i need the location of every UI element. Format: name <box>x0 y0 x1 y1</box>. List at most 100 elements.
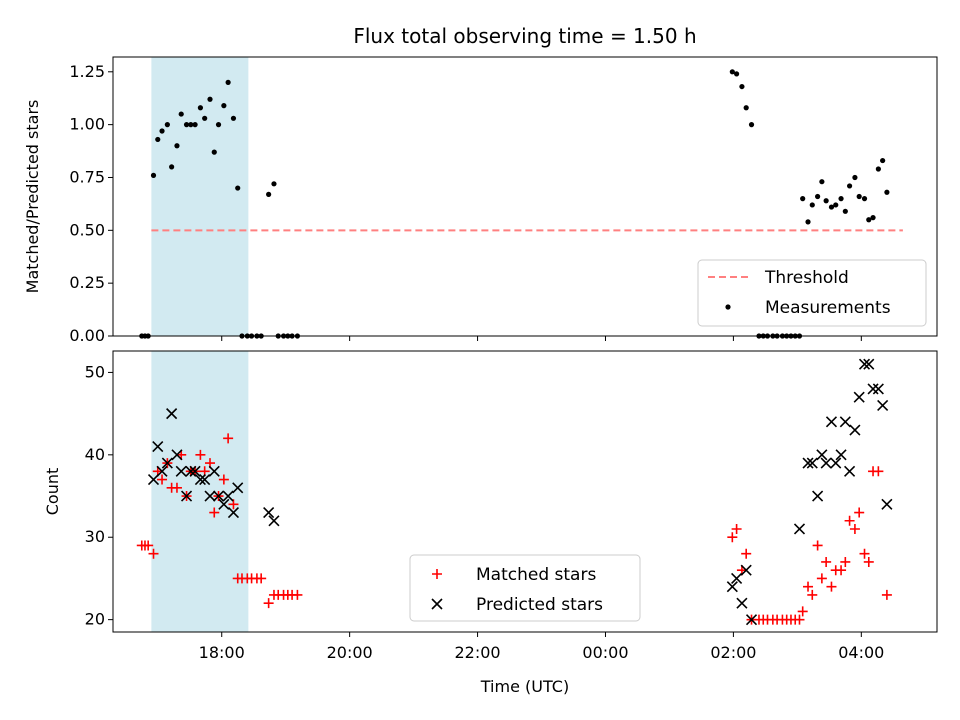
measurement-point <box>875 166 881 172</box>
predicted-star-point <box>844 465 856 477</box>
measurement-point <box>197 105 204 111</box>
matched-star-point <box>292 589 303 600</box>
matched-star-point <box>731 523 742 534</box>
matched-star-point <box>797 606 808 617</box>
predicted-star-point <box>204 490 216 502</box>
matched-star-point <box>859 548 870 559</box>
predicted-star-point <box>185 465 197 477</box>
measurement-point <box>211 149 217 155</box>
predicted-star-point <box>212 490 225 502</box>
predicted-star-point <box>830 457 842 469</box>
measurement-point <box>266 191 272 197</box>
y-tick-label: 20 <box>85 610 105 629</box>
predicted-star-point <box>147 473 160 486</box>
legend: Threshold Measurements <box>697 259 927 327</box>
matched-star-point <box>854 507 865 518</box>
matched-star-point <box>741 548 752 559</box>
measurement-point <box>183 122 190 128</box>
matched-star-point <box>171 482 182 493</box>
matched-star-point <box>263 598 274 609</box>
predicted-star-point <box>793 523 806 535</box>
legend-box <box>409 554 641 622</box>
matched-star-point <box>727 532 738 543</box>
matched-star-point <box>826 581 837 592</box>
predicted-star-point <box>806 457 818 469</box>
legend-predicted-label: Predicted stars <box>476 595 603 615</box>
measurement-point <box>748 122 755 128</box>
matched-star-point <box>209 507 220 518</box>
measurement-point <box>155 136 161 143</box>
measurement-point <box>215 122 222 128</box>
y-tick-label: 50 <box>85 362 105 381</box>
matched-star-point <box>881 589 892 600</box>
measurement-point <box>733 71 740 77</box>
y-tick-label: 0.50 <box>69 220 105 239</box>
legend-measurement-label: Measurements <box>765 298 891 318</box>
predicted-star-point <box>218 498 230 510</box>
axes-frame <box>112 56 938 337</box>
matched-star-point <box>840 556 851 567</box>
predicted-star-point <box>232 482 244 494</box>
predicted-star-point <box>263 506 275 519</box>
measurement-point <box>861 196 868 202</box>
predicted-star-point <box>853 391 865 403</box>
measurement-point <box>202 115 208 121</box>
measurement-point <box>823 198 829 204</box>
predicted-star-point <box>825 416 838 428</box>
matched-star-point <box>148 548 159 559</box>
measurement-point <box>739 83 745 90</box>
y-tick-label: 1.25 <box>69 62 105 81</box>
legend-threshold-label: Threshold <box>764 268 849 288</box>
measurement-point <box>805 219 811 225</box>
measurement-point <box>743 105 749 111</box>
matched-star-point <box>143 540 154 551</box>
predicted-star-point <box>227 506 240 519</box>
predicted-star-point <box>820 457 832 469</box>
predicted-star-point <box>736 597 748 609</box>
matched-star-point <box>816 573 827 584</box>
predicted-star-point <box>222 490 234 502</box>
matched-star-point <box>803 581 814 592</box>
matched-star-point <box>812 540 823 551</box>
measurement-point <box>842 208 848 214</box>
predicted-star-point <box>194 473 206 486</box>
matched-star-point <box>863 556 874 567</box>
measurement-point <box>230 115 237 121</box>
measurement-point <box>800 196 806 202</box>
y-axis-label: Matched/Predicted stars <box>23 100 42 294</box>
predicted-star-point <box>166 408 178 420</box>
y-tick-label: 0.25 <box>69 273 105 292</box>
measurement-point <box>225 79 231 85</box>
legend-predicted-swatch <box>431 598 443 610</box>
matched-star-point <box>794 614 805 625</box>
measurement-point <box>819 179 825 185</box>
y-tick-label: 0.75 <box>69 167 105 186</box>
predicted-star-point <box>175 465 187 477</box>
matched-star-point <box>873 466 884 477</box>
legend-box <box>697 259 927 327</box>
matched-star-point <box>218 474 229 485</box>
predicted-star-point <box>816 449 828 461</box>
matched-star-point <box>256 573 267 584</box>
measurement-point <box>856 193 862 200</box>
x-tick-label: 02:00 <box>710 643 756 662</box>
predicted-star-point <box>199 473 211 486</box>
axes-frame <box>112 350 938 633</box>
measurement-point <box>880 157 886 164</box>
predicted-star-point <box>881 498 893 510</box>
matched-star-point <box>228 499 239 510</box>
measurement-point <box>852 174 858 181</box>
y-tick-label: 40 <box>85 445 105 464</box>
measurement-point <box>866 217 872 223</box>
predicted-star-point <box>152 441 164 453</box>
bottom-panel: 20 30 40 50 18:00 20:00 22:00 00:00 02:00 04:00 Co… <box>43 350 938 696</box>
predicted-star-point <box>268 515 280 527</box>
measurement-point <box>169 164 175 170</box>
predicted-star-point <box>740 564 752 576</box>
y-tick-label: 0.00 <box>69 326 105 345</box>
predicted-star-point <box>835 449 847 461</box>
measurement-point <box>838 196 844 202</box>
y-tick-label: 30 <box>85 527 105 546</box>
matched-star-point <box>195 449 206 460</box>
predicted-star-point <box>731 572 743 585</box>
